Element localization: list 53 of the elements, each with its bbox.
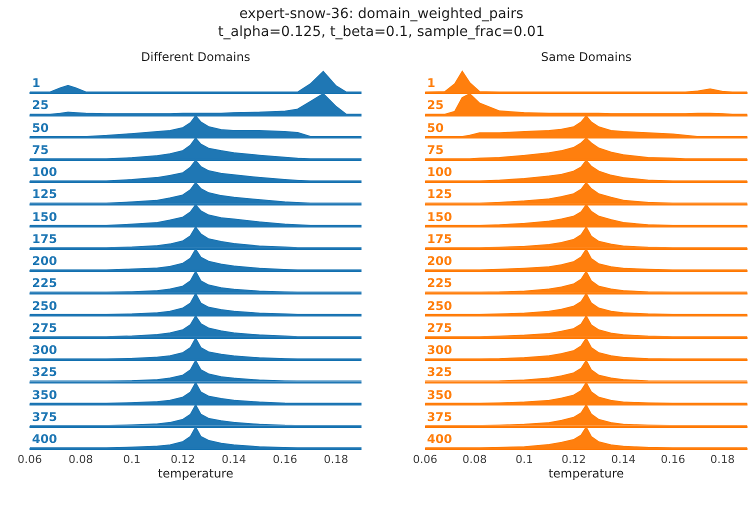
series-label: 25 (427, 98, 444, 112)
x-tick-label: 0.14 (611, 453, 636, 466)
chart-title: Different Domains (141, 50, 250, 64)
x-tick-label: 0.18 (710, 453, 735, 466)
series-label: 100 (32, 165, 58, 179)
chart-title: Same Domains (541, 50, 632, 64)
x-axis-title: temperature (548, 466, 624, 481)
x-tick-label: 0.16 (660, 453, 686, 466)
x-tick-label: 0.12 (562, 453, 586, 466)
x-axis-title: temperature (158, 466, 234, 481)
series-label: 75 (32, 143, 49, 157)
series-label: 175 (427, 232, 452, 246)
series-label: 125 (32, 187, 58, 201)
series-label: 150 (32, 210, 58, 224)
series-label: 250 (427, 299, 452, 313)
x-tick-label: 0.16 (272, 453, 298, 466)
series-label: 125 (427, 187, 452, 201)
x-tick-label: 0.06 (412, 453, 438, 466)
series-label: 300 (32, 343, 58, 357)
series-label: 50 (427, 121, 444, 135)
x-tick-label: 0.08 (68, 453, 94, 466)
series-label: 25 (32, 98, 49, 112)
series-label: 175 (32, 232, 58, 246)
series-label: 100 (427, 165, 452, 179)
series-label: 75 (427, 143, 444, 157)
x-tick-label: 0.1 (123, 453, 141, 466)
series-label: 350 (32, 388, 58, 402)
x-tick-label: 0.1 (515, 453, 533, 466)
series-label: 275 (427, 321, 452, 335)
series-label: 400 (32, 432, 58, 446)
series-label: 200 (427, 254, 452, 268)
series-label: 150 (427, 210, 452, 224)
x-tick-label: 0.08 (462, 453, 487, 466)
series-label: 325 (427, 365, 452, 379)
series-label: 375 (427, 410, 452, 424)
series-label: 400 (427, 432, 452, 446)
series-label: 1 (32, 76, 40, 90)
x-tick-label: 0.06 (17, 453, 42, 466)
series-label: 250 (32, 299, 58, 313)
text: expert-snow-36: domain_weighted_pairs t_alpha=0.125, t_beta=0.1, sample_frac=0.01 (218, 6, 545, 40)
x-tick-label: 0.14 (222, 453, 246, 466)
series-label: 200 (32, 254, 58, 268)
series-label: 350 (427, 388, 452, 402)
x-tick-label: 0.18 (324, 453, 348, 466)
series-label: 275 (32, 321, 58, 335)
series-label: 225 (427, 276, 452, 290)
series-label: 50 (32, 121, 49, 135)
series-label: 300 (427, 343, 452, 357)
series-label: 325 (32, 365, 58, 379)
series-label: 1 (427, 76, 436, 90)
series-label: 375 (32, 410, 58, 424)
x-tick-label: 0.12 (170, 453, 196, 466)
series-label: 225 (32, 276, 58, 290)
